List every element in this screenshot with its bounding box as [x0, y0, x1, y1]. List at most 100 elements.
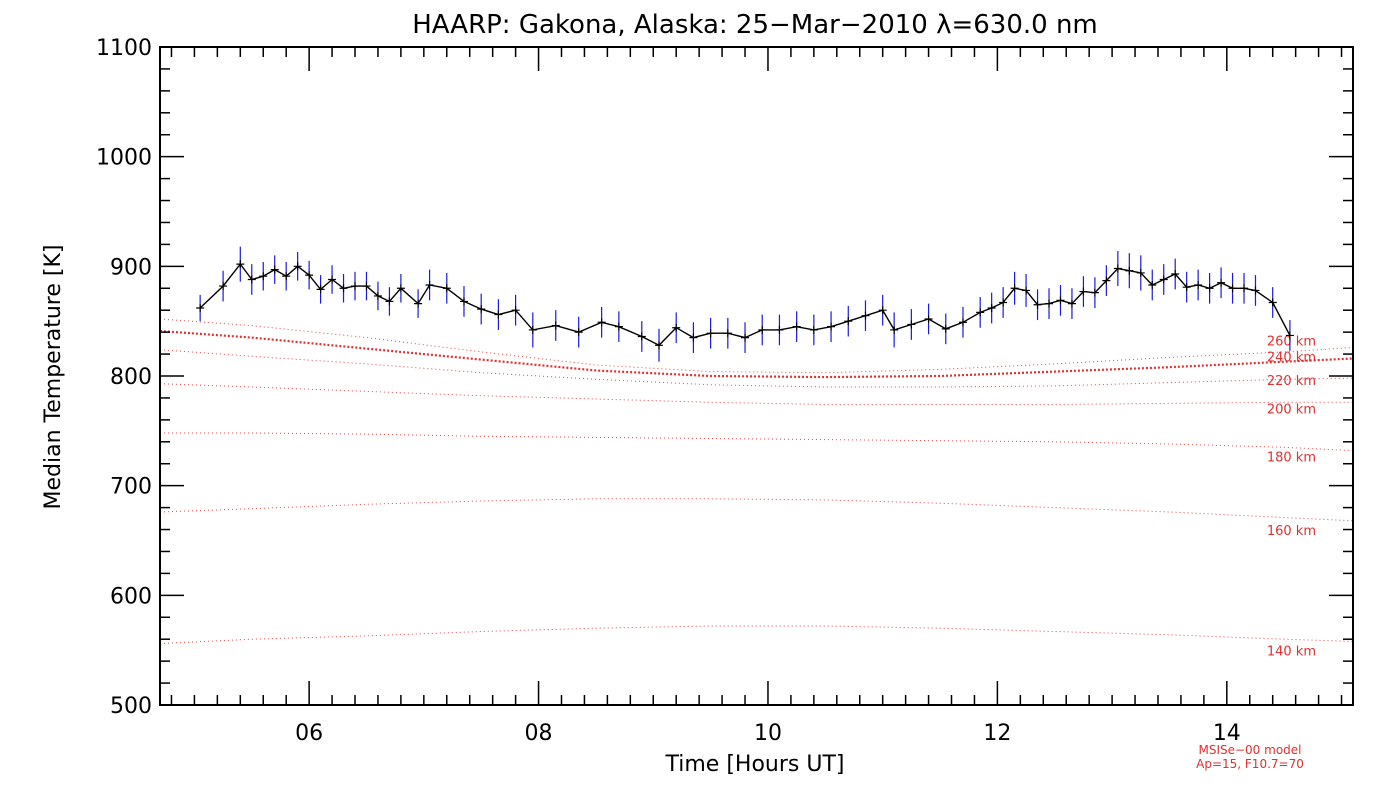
- data-point: [1079, 287, 1088, 296]
- data-point: [1056, 296, 1065, 305]
- data-point: [878, 306, 887, 315]
- x-tick-label: 08: [525, 721, 553, 746]
- data-point: [1045, 299, 1054, 308]
- model-curve-140km: [159, 625, 1354, 645]
- data-point: [924, 314, 933, 323]
- y-tick-label: 700: [110, 475, 152, 500]
- model-curve-240km: [159, 329, 1354, 379]
- data-point: [1113, 264, 1122, 273]
- data-point: [1268, 298, 1277, 307]
- y-tick-label: 1100: [96, 36, 152, 61]
- data-point: [689, 333, 698, 342]
- data-point: [941, 324, 950, 333]
- data-point: [282, 272, 291, 281]
- data-point: [1102, 276, 1111, 285]
- model-curve-200km: [159, 383, 1353, 405]
- data-point: [672, 323, 681, 332]
- model-curve-160km: [159, 498, 1354, 522]
- model-label-160km: 160 km: [1267, 524, 1316, 539]
- model-curve-260km: [159, 318, 1354, 374]
- data-point: [425, 280, 434, 289]
- data-point: [890, 325, 899, 334]
- data-point: [459, 297, 468, 306]
- data-point: [477, 305, 486, 314]
- model-label-180km: 180 km: [1267, 451, 1316, 466]
- data-point: [293, 262, 302, 271]
- data-point: [236, 260, 245, 269]
- data-point: [654, 341, 663, 350]
- data-point: [1182, 283, 1191, 292]
- data-point: [1171, 270, 1180, 279]
- plot-frame: [159, 46, 1354, 706]
- data-point: [1148, 280, 1157, 289]
- model-curve-220km: [159, 349, 1354, 388]
- data-point: [775, 325, 784, 334]
- data-point: [316, 285, 325, 294]
- y-tick-label: 1000: [96, 146, 152, 171]
- data-point: [351, 282, 360, 291]
- data-point: [861, 311, 870, 320]
- x-axis-title: Time [Hours UT]: [665, 752, 845, 777]
- data-point: [976, 308, 985, 317]
- x-tick-label: 12: [983, 721, 1011, 746]
- data-point: [1217, 278, 1226, 287]
- data-point: [1194, 280, 1203, 289]
- data-point: [758, 325, 767, 334]
- data-point: [1285, 331, 1294, 340]
- x-tick-label: 06: [295, 721, 323, 746]
- y-axis-title: Median Temperature [K]: [41, 245, 66, 510]
- data-point: [1033, 300, 1042, 309]
- x-tick-label: 10: [754, 721, 782, 746]
- data-point: [1228, 284, 1237, 293]
- data-point: [305, 271, 314, 280]
- measured-line: [199, 262, 1291, 347]
- data-point: [1159, 275, 1168, 284]
- data-point: [362, 282, 371, 291]
- measured-series: [196, 246, 1294, 362]
- data-point: [270, 265, 279, 274]
- data-point: [1022, 286, 1031, 295]
- model-label-140km: 140 km: [1267, 644, 1316, 659]
- y-tick-label: 900: [110, 255, 152, 280]
- data-point: [551, 321, 560, 330]
- data-point: [373, 291, 382, 300]
- data-point: [1090, 288, 1099, 297]
- data-point: [1251, 286, 1260, 295]
- y-tick-label: 500: [110, 694, 152, 719]
- x-tick-label: 14: [1213, 721, 1241, 746]
- model-curve-180km: [160, 432, 1354, 452]
- data-point: [574, 328, 583, 337]
- data-point: [442, 284, 451, 293]
- model-note-line-1: MSISe−00 model: [1198, 743, 1301, 757]
- data-point: [1010, 284, 1019, 293]
- data-point: [723, 329, 732, 338]
- data-point: [999, 298, 1008, 307]
- data-point: [219, 282, 228, 291]
- model-curves: 140 km 160 km 180 km 200 km 220 km 240 km260 …: [159, 318, 1354, 659]
- data-point: [792, 322, 801, 331]
- data-point: [1205, 284, 1214, 293]
- chart-title: HAARP: Gakona, Alaska: 25−Mar−2010 λ=630…: [412, 10, 1098, 40]
- model-label-260km: 260 km: [1267, 335, 1316, 350]
- data-point: [1125, 266, 1134, 275]
- model-label-220km: 220 km: [1267, 374, 1316, 389]
- data-point: [528, 325, 537, 334]
- data-point: [1136, 268, 1145, 277]
- data-point: [196, 304, 205, 313]
- data-point: [247, 275, 256, 284]
- axes: 500 600 700 800 900 1000 1100 06 08 10 12 14: [96, 36, 1354, 746]
- data-point: [511, 306, 520, 315]
- data-point: [259, 272, 268, 281]
- data-point: [809, 325, 818, 334]
- data-point: [328, 275, 337, 284]
- data-point: [987, 304, 996, 313]
- model-label-240km: 240 km: [1267, 351, 1316, 366]
- data-point: [827, 322, 836, 331]
- data-point: [958, 318, 967, 327]
- data-point: [339, 284, 348, 293]
- data-point: [1067, 299, 1076, 308]
- data-point: [706, 329, 715, 338]
- data-point: [396, 284, 405, 293]
- data-point: [494, 310, 503, 319]
